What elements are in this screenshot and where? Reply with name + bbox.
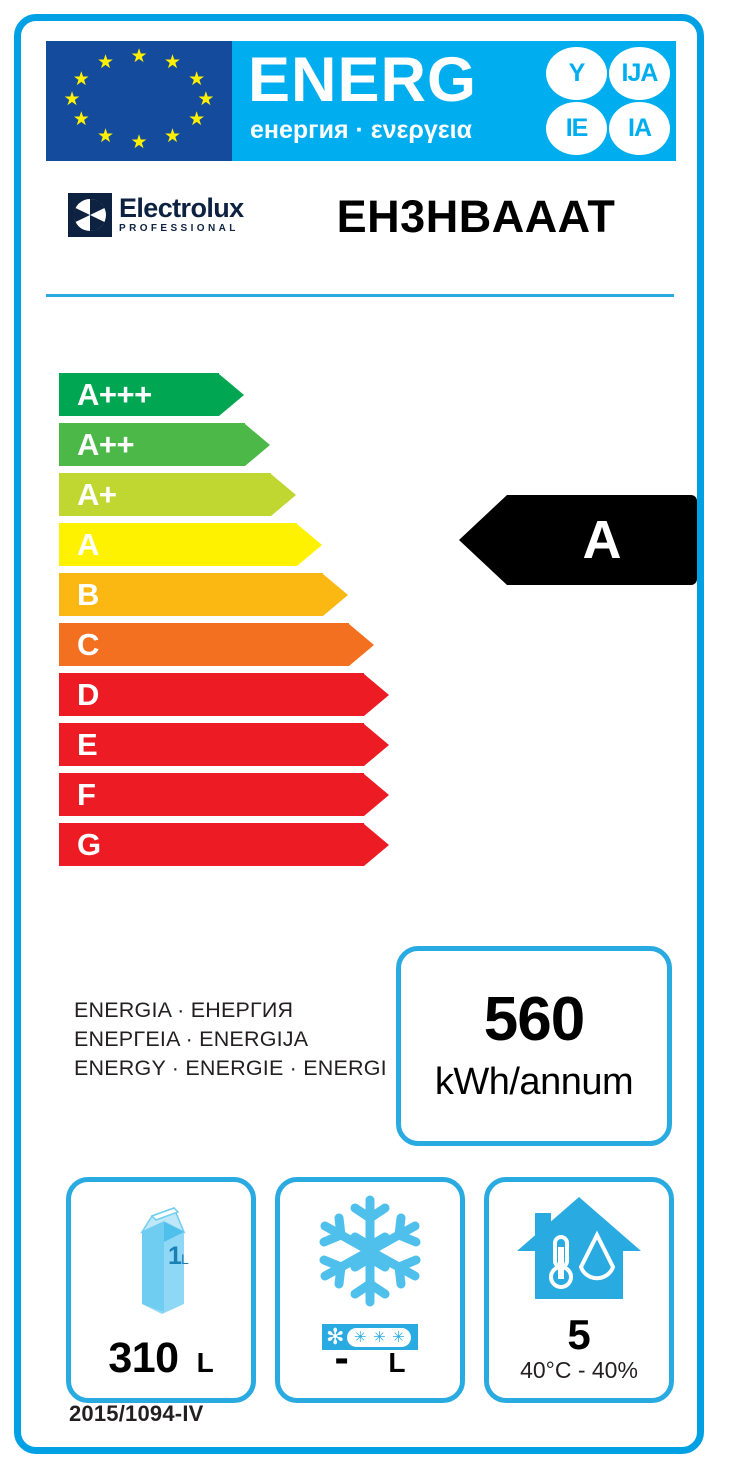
class-row-f: F	[59, 773, 389, 816]
class-label: C	[77, 627, 99, 662]
class-label: A+++	[77, 377, 152, 412]
regulation-reference: 2015/1094-IV	[69, 1401, 204, 1426]
metric-row: 1 L 310 L	[66, 1177, 674, 1403]
freezer-volume-value: -	[334, 1334, 349, 1382]
milk-carton-icon: 1 L	[71, 1194, 251, 1322]
star-rating-pill: ✳ ✳ ✳	[347, 1327, 412, 1347]
language-badge-y: Y	[546, 47, 607, 100]
brand-subtitle: PROFESSIONAL	[119, 223, 239, 234]
class-row-g: G	[59, 823, 389, 866]
class-label: G	[77, 827, 101, 862]
energy-label: ★ ★ ★ ★ ★ ★ ★ ★ ★ ★ ★ ★ ENERG енергия · …	[14, 14, 704, 1454]
model-name: EH3HBAAAT	[336, 191, 616, 242]
annual-consumption-box: 560 kWh/annum	[396, 946, 672, 1146]
class-row-c: C	[59, 623, 389, 666]
energy-text-line-1: ENERGIA · ЕНЕРГИЯ	[74, 998, 294, 1022]
language-badge-grid: Y IJA IE IA	[546, 47, 670, 155]
fridge-volume-unit: L	[196, 1347, 214, 1378]
eu-flag: ★ ★ ★ ★ ★ ★ ★ ★ ★ ★ ★ ★	[46, 41, 232, 161]
class-label: A+	[77, 477, 117, 512]
class-row-a2: A++	[59, 423, 389, 466]
language-badge-ie: IE	[546, 102, 607, 155]
star-rating-main-icon: ✻	[326, 1324, 345, 1349]
energ-banner: ENERG енергия · ενεργεια Y IJA IE IA	[232, 41, 676, 161]
freezer-volume-foot: - L	[280, 1335, 460, 1386]
class-row-b: B	[59, 573, 389, 616]
fridge-volume-foot: 310 L	[71, 1335, 251, 1386]
star-icon: ✳	[392, 1328, 405, 1346]
fridge-volume-box: 1 L 310 L	[66, 1177, 256, 1403]
class-row-a1: A+	[59, 473, 389, 516]
selected-class-letter: A	[582, 510, 622, 570]
brand-name: Electrolux	[119, 193, 244, 223]
selected-class-arrow-point	[459, 495, 507, 585]
fridge-volume-value: 310	[108, 1334, 179, 1382]
house-climate-icon	[489, 1190, 669, 1310]
selected-class-arrow: A	[459, 495, 697, 585]
climate-class-box: 5 40°C - 40%	[484, 1177, 674, 1403]
class-label: D	[77, 677, 99, 712]
class-row-a3: A+++	[59, 373, 389, 416]
class-row-e: E	[59, 723, 389, 766]
selected-class-arrow-body: A	[507, 495, 697, 585]
climate-conditions: 40°C - 40%	[520, 1357, 638, 1383]
efficiency-class-scale: A+++ A++ A+ A	[59, 373, 389, 873]
energ-word: ENERG	[248, 45, 478, 115]
language-badge-ija: IJA	[609, 47, 670, 100]
energy-multilingual-text: ENERGIA · ЕНЕРГИЯ ΕΝΕΡΓΕΙΑ · ENERGIJA EN…	[74, 996, 387, 1083]
energ-subtitle: енергия · ενεργεια	[250, 116, 472, 144]
class-label: A	[77, 527, 99, 562]
class-label: A++	[77, 427, 135, 462]
class-label: B	[77, 577, 99, 612]
class-label: E	[77, 727, 98, 762]
star-icon: ✳	[373, 1328, 386, 1346]
freezer-volume-box: ✻ ✳ ✳ ✳ - L	[275, 1177, 465, 1403]
class-label: F	[77, 777, 96, 812]
brand-row: Electrolux PROFESSIONAL EH3HBAAAT	[46, 171, 676, 276]
annual-consumption-unit: kWh/annum	[434, 1061, 634, 1103]
electrolux-logo: Electrolux PROFESSIONAL	[68, 193, 244, 237]
label-header: ★ ★ ★ ★ ★ ★ ★ ★ ★ ★ ★ ★ ENERG енергия · …	[46, 41, 676, 161]
energy-text-line-2: ΕΝΕΡΓΕΙΑ · ENERGIJA	[74, 1027, 309, 1051]
class-row-a: A	[59, 523, 389, 566]
annual-consumption-value: 560	[483, 985, 585, 1054]
language-badge-ia: IA	[609, 102, 670, 155]
svg-text:1: 1	[168, 1242, 182, 1270]
freezer-star-rating-badge: ✻ ✳ ✳ ✳	[322, 1324, 418, 1350]
freezer-volume-unit: L	[388, 1347, 406, 1378]
electrolux-mark-icon	[68, 193, 112, 237]
svg-text:L: L	[181, 1251, 189, 1267]
class-row-d: D	[59, 673, 389, 716]
snowflake-icon	[280, 1188, 460, 1314]
star-icon: ✳	[354, 1328, 367, 1346]
energy-text-line-3: ENERGY · ENERGIE · ENERGI	[74, 1056, 387, 1080]
climate-class-value: 5	[567, 1311, 591, 1358]
header-divider	[46, 294, 674, 297]
